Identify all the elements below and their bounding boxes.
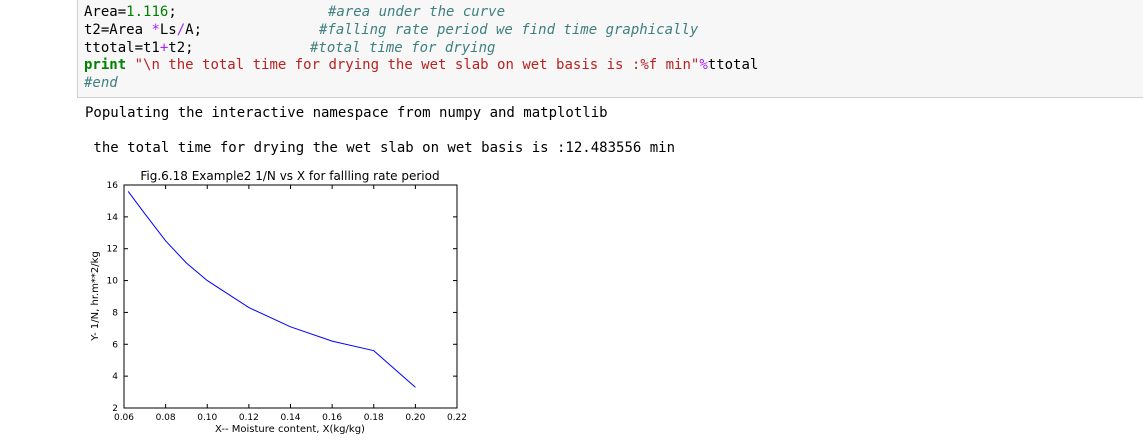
x-axis-ticks: 0.06 0.08 0.10 0.12 0.14 0.16 0.18 0.20 0.22 [114, 185, 467, 423]
code-comment-2: #falling rate period we find time graphi… [319, 22, 699, 38]
code-comment-3: #total time for drying [310, 40, 496, 56]
code-line-2: t2=Area *Ls/A; [84, 22, 203, 38]
y-tick-label: 8 [112, 308, 118, 318]
code-cell[interactable]: Area=1.116; #area under the curve t2=Are… [77, 0, 1143, 98]
x-axis-label: X-- Moisture content, X(kg/kg) [215, 424, 365, 435]
x-tick-label: 0.12 [239, 413, 259, 423]
code-comment-1: #area under the curve [328, 4, 506, 20]
x-tick-label: 0.22 [447, 413, 467, 423]
code-line-4: print "\n the total time for drying the … [84, 57, 759, 73]
chart-title: Fig.6.18 Example2 1/N vs X for fallling … [140, 169, 439, 183]
y-tick-label: 2 [112, 404, 118, 414]
y-tick-label: 12 [107, 245, 118, 255]
x-tick-label: 0.18 [364, 413, 384, 423]
y-tick-label: 4 [112, 372, 118, 382]
y-axis-ticks: 2 4 6 8 10 12 14 16 [107, 181, 457, 414]
y-tick-label: 6 [112, 340, 118, 350]
x-tick-label: 0.08 [156, 413, 176, 423]
y-axis-label: Y- 1/N, hr.m**2/kg [90, 251, 101, 342]
output-total-time: the total time for drying the wet slab o… [85, 140, 676, 156]
y-tick-label: 16 [107, 181, 119, 191]
code-line-1: Area=1.116; [84, 4, 177, 20]
y-tick-label: 10 [107, 277, 119, 287]
code-line-3: ttotal=t1+t2; [84, 40, 194, 56]
code-comment-end: #end [84, 75, 118, 91]
x-tick-label: 0.14 [280, 413, 300, 423]
x-tick-label: 0.16 [322, 413, 342, 423]
x-tick-label: 0.06 [114, 413, 134, 423]
x-tick-label: 0.20 [405, 413, 425, 423]
series-line [127, 191, 416, 388]
output-populating: Populating the interactive namespace fro… [85, 105, 608, 121]
y-tick-label: 14 [107, 213, 119, 223]
plot-frame [123, 184, 458, 409]
x-tick-label: 0.10 [197, 413, 217, 423]
